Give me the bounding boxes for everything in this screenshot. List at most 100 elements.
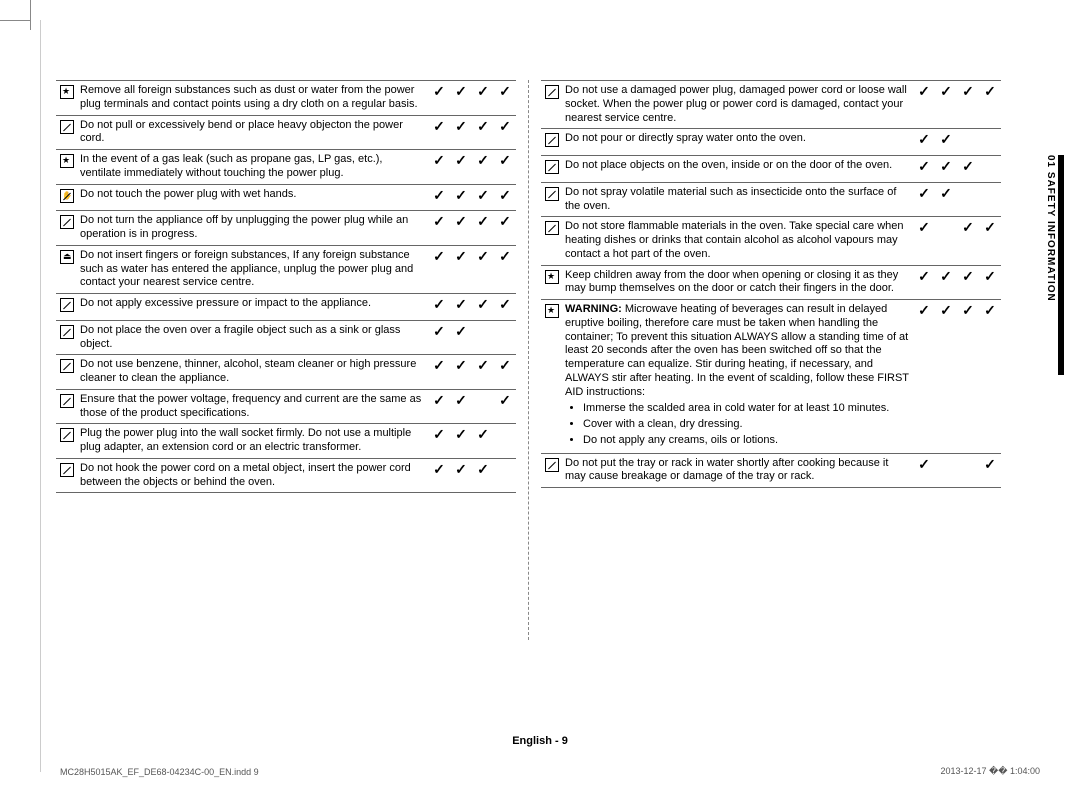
check-icon xyxy=(433,323,445,339)
star-icon xyxy=(541,265,563,300)
check-cell xyxy=(494,458,516,493)
check-cell xyxy=(472,355,494,390)
check-cell xyxy=(957,81,979,129)
check-icon xyxy=(940,158,952,174)
check-icon xyxy=(940,131,952,147)
first-aid-list: Immerse the scalded area in cold water f… xyxy=(565,402,911,447)
check-icon xyxy=(499,213,511,229)
list-item: Do not apply any creams, oils or lotions… xyxy=(583,434,911,448)
check-icon xyxy=(455,323,467,339)
check-cell xyxy=(935,129,957,156)
slash-icon xyxy=(56,458,78,493)
check-icon xyxy=(918,185,930,201)
table-row: Do not put the tray or rack in water sho… xyxy=(541,453,1001,488)
check-icon xyxy=(984,83,996,99)
check-cell xyxy=(979,156,1001,183)
instruction-text: Remove all foreign substances such as du… xyxy=(78,81,428,116)
page-number: English - 9 xyxy=(0,735,1080,747)
check-cell xyxy=(428,211,450,246)
check-cell xyxy=(979,81,1001,129)
check-cell xyxy=(913,265,935,300)
check-cell xyxy=(450,424,472,459)
check-icon xyxy=(477,357,489,373)
check-icon xyxy=(455,248,467,264)
table-row: Do not turn the appliance off by unplugg… xyxy=(56,211,516,246)
check-icon xyxy=(477,118,489,134)
check-icon xyxy=(918,83,930,99)
check-icon xyxy=(455,296,467,312)
check-cell xyxy=(472,458,494,493)
check-icon xyxy=(918,302,930,318)
check-cell xyxy=(913,453,935,488)
check-icon xyxy=(477,152,489,168)
check-cell xyxy=(935,217,957,265)
check-cell xyxy=(450,184,472,211)
check-cell xyxy=(472,294,494,321)
instruction-text: Do not store flammable materials in the … xyxy=(563,217,913,265)
table-row: Plug the power plug into the wall socket… xyxy=(56,424,516,459)
hand-icon xyxy=(56,184,78,211)
side-tab: 01 SAFETY INFORMATION xyxy=(1044,155,1060,375)
instruction-text: Do not use benzene, thinner, alcohol, st… xyxy=(78,355,428,390)
check-cell xyxy=(979,182,1001,217)
check-cell xyxy=(428,115,450,150)
unplug-icon xyxy=(56,245,78,293)
check-cell xyxy=(472,81,494,116)
slash-icon xyxy=(56,424,78,459)
check-icon xyxy=(433,357,445,373)
check-cell xyxy=(957,453,979,488)
check-icon xyxy=(499,152,511,168)
check-icon xyxy=(962,158,974,174)
check-cell xyxy=(450,245,472,293)
check-cell xyxy=(472,424,494,459)
check-cell xyxy=(494,211,516,246)
star-icon xyxy=(541,300,563,454)
column-divider xyxy=(528,80,529,640)
check-icon xyxy=(455,426,467,442)
instruction-text: Do not apply excessive pressure or impac… xyxy=(78,294,428,321)
check-icon xyxy=(477,83,489,99)
check-icon xyxy=(499,296,511,312)
slash-icon xyxy=(56,115,78,150)
check-cell xyxy=(494,320,516,355)
check-icon xyxy=(940,302,952,318)
check-cell xyxy=(913,300,935,454)
check-cell xyxy=(494,245,516,293)
check-cell xyxy=(913,129,935,156)
check-icon xyxy=(455,213,467,229)
table-row: Do not place objects on the oven, inside… xyxy=(541,156,1001,183)
check-icon xyxy=(433,296,445,312)
table-row: Do not store flammable materials in the … xyxy=(541,217,1001,265)
star-icon xyxy=(56,81,78,116)
two-column-layout: Remove all foreign substances such as du… xyxy=(56,20,1056,640)
check-cell xyxy=(494,184,516,211)
check-cell xyxy=(957,265,979,300)
check-cell xyxy=(450,115,472,150)
check-icon xyxy=(499,83,511,99)
instruction-text: Do not touch the power plug with wet han… xyxy=(78,184,428,211)
check-icon xyxy=(477,213,489,229)
check-cell xyxy=(979,300,1001,454)
side-tab-bar xyxy=(1058,155,1064,375)
check-icon xyxy=(477,187,489,203)
slash-icon xyxy=(541,453,563,488)
check-cell xyxy=(935,300,957,454)
table-row: Do not use a damaged power plug, damaged… xyxy=(541,81,1001,129)
list-item: Cover with a clean, dry dressing. xyxy=(583,418,911,432)
check-icon xyxy=(962,302,974,318)
check-icon xyxy=(962,219,974,235)
table-row: Do not place the oven over a fragile obj… xyxy=(56,320,516,355)
check-cell xyxy=(428,389,450,424)
check-icon xyxy=(477,461,489,477)
instruction-text: In the event of a gas leak (such as prop… xyxy=(78,150,428,185)
slash-icon xyxy=(56,211,78,246)
check-cell xyxy=(428,458,450,493)
check-icon xyxy=(918,219,930,235)
check-icon xyxy=(433,118,445,134)
check-icon xyxy=(918,158,930,174)
safety-table-right: Do not use a damaged power plug, damaged… xyxy=(541,80,1001,488)
check-cell xyxy=(494,424,516,459)
check-cell xyxy=(935,182,957,217)
check-cell xyxy=(450,355,472,390)
check-icon xyxy=(433,152,445,168)
